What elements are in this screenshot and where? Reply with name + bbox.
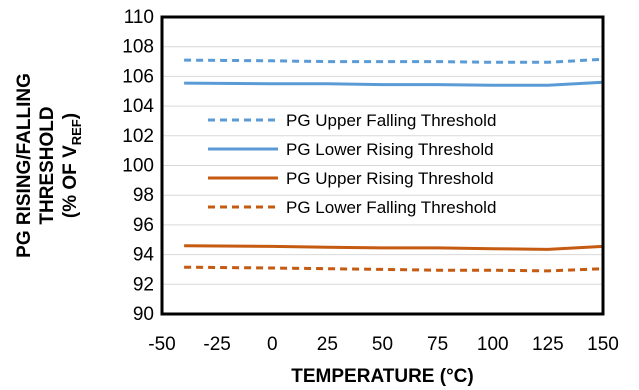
x-tick-label: -25 xyxy=(203,334,230,355)
y-tick-label: 90 xyxy=(133,304,154,325)
x-tick-labels: -50 -25 0 25 50 75 100 125 150 xyxy=(148,334,619,355)
x-tick-label: 25 xyxy=(317,334,338,355)
plot-frame xyxy=(160,15,605,316)
y-axis-units-prefix: (% OF V xyxy=(60,145,81,218)
x-tick-label: 100 xyxy=(477,334,509,355)
legend: PG Upper Falling Threshold PG Lower Risin… xyxy=(208,111,496,217)
y-axis-units-subscript: REF xyxy=(69,119,84,145)
series-line xyxy=(184,265,604,273)
y-tick-label: 102 xyxy=(122,126,154,147)
y-axis-label-units: (% OF VREF) xyxy=(60,113,84,218)
y-tick-label: 92 xyxy=(133,274,154,295)
legend-label: PG Lower Rising Threshold xyxy=(286,140,494,159)
y-axis-label-line-2: THRESHOLD xyxy=(37,106,58,224)
y-axis-units-suffix: ) xyxy=(60,113,81,119)
y-axis-label: PG RISING/FALLING THRESHOLD (% OF VREF) xyxy=(14,73,84,258)
y-tick-label: 108 xyxy=(122,37,154,58)
series-line xyxy=(184,57,604,64)
legend-label: PG Upper Falling Threshold xyxy=(286,111,496,130)
x-tick-label: 50 xyxy=(372,334,393,355)
x-tick-label: -50 xyxy=(148,334,175,355)
x-tick-label: 125 xyxy=(532,334,564,355)
series-layer xyxy=(184,57,604,273)
y-tick-label: 96 xyxy=(133,215,154,236)
legend-label: PG Upper Rising Threshold xyxy=(286,169,494,188)
y-tick-label: 110 xyxy=(124,7,154,28)
y-tick-label: 100 xyxy=(122,156,154,177)
y-tick-label: 98 xyxy=(133,185,154,206)
x-tick-label: 150 xyxy=(587,334,619,355)
y-tick-label: 106 xyxy=(122,66,154,87)
y-tick-labels: 90 92 94 96 98 100 102 104 106 108 110 xyxy=(122,7,154,325)
series-line xyxy=(184,244,604,251)
series-line xyxy=(184,80,604,87)
gridlines xyxy=(162,46,603,285)
y-tick-label: 104 xyxy=(122,96,154,117)
x-tick-label: 75 xyxy=(427,334,448,355)
y-tick-label: 94 xyxy=(133,245,155,266)
x-tick-label: 0 xyxy=(267,334,278,355)
x-axis-label: TEMPERATURE (°C) xyxy=(291,366,473,387)
legend-label: PG Lower Falling Threshold xyxy=(286,198,496,217)
y-axis-label-line-1: PG RISING/FALLING xyxy=(14,73,35,258)
